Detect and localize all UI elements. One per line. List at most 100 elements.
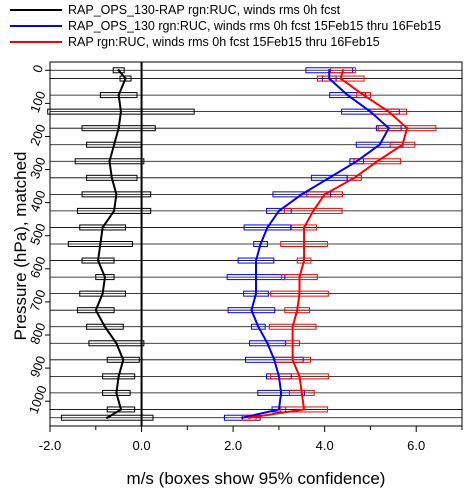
series-point — [405, 126, 409, 130]
series-point — [266, 342, 269, 345]
series-point — [291, 325, 294, 328]
series-point — [323, 193, 326, 196]
series-point — [328, 77, 331, 80]
series-point — [300, 193, 303, 196]
series-point — [96, 259, 100, 262]
series-point — [273, 358, 276, 362]
series-point — [277, 209, 281, 213]
series-point — [298, 375, 301, 378]
series-point — [300, 391, 303, 395]
ci-box — [272, 191, 332, 198]
ci-box — [60, 414, 154, 421]
series-point — [254, 275, 258, 279]
series-point — [378, 143, 381, 146]
x-tick-label: 6.0 — [407, 438, 425, 453]
series-point — [291, 342, 294, 345]
y-tick-label: 200 — [27, 122, 49, 148]
series-point — [254, 292, 258, 295]
x-tick-label: 4.0 — [316, 438, 334, 453]
y-tick-label: 300 — [27, 155, 49, 181]
series-point — [115, 342, 118, 345]
legend-label-rap: RAP rgn:RUC, winds rms 0h fcst 15Feb15 t… — [68, 35, 380, 49]
series-point — [247, 416, 251, 419]
series-point — [108, 160, 111, 163]
ci-box — [283, 207, 343, 214]
series-point — [302, 242, 306, 246]
series-point — [119, 110, 123, 113]
series-point — [101, 226, 104, 229]
series-point — [277, 408, 281, 411]
series-point — [101, 292, 104, 295]
series-point — [298, 275, 301, 279]
series-point — [277, 375, 281, 378]
plot-area — [47, 61, 463, 427]
ci-box — [329, 92, 366, 99]
series-point — [387, 126, 390, 130]
legend-label-rap-ops: RAP_OPS_130 rgn:RUC, winds rms 0h fcst 1… — [68, 19, 441, 33]
series-point — [106, 416, 109, 419]
x-axis: -2.0 0.0 2.0 4.0 6.0 — [39, 426, 463, 453]
y-tick-label: 800 — [27, 321, 49, 347]
series-point — [250, 308, 253, 312]
series-point — [279, 391, 283, 395]
series-point — [362, 93, 365, 97]
series-point — [115, 391, 118, 395]
series-point — [117, 375, 120, 378]
ci-box — [86, 323, 124, 330]
series-point — [119, 408, 123, 411]
series-point — [254, 259, 258, 262]
y-axis: 0 100 200 300 400 500 600 700 800 900 1000 — [26, 63, 50, 416]
series-point — [401, 143, 404, 146]
legend-label-diff: RAP_OPS_130-RAP rgn:RUC, winds rms 0h fc… — [68, 3, 341, 17]
plot-frame — [49, 61, 463, 427]
series-point — [387, 110, 390, 113]
ci-box — [306, 191, 344, 198]
series-point — [291, 358, 294, 362]
ci-box — [356, 92, 371, 99]
y-axis-title: Pressure (hPa), matched — [11, 152, 30, 341]
series-point — [302, 226, 306, 229]
series-point — [266, 226, 269, 229]
y-tick-label: 500 — [27, 221, 49, 247]
series-point — [115, 193, 118, 196]
y-tick-label: 900 — [27, 354, 49, 380]
x-tick-label: 2.0 — [224, 438, 242, 453]
series-point — [376, 160, 379, 163]
series-point — [346, 93, 349, 97]
series-point — [103, 275, 107, 279]
series-point — [353, 176, 356, 180]
series-point — [302, 408, 306, 411]
series-point — [112, 209, 116, 213]
y-tick-label: 1000 — [26, 383, 50, 415]
ci-box — [266, 207, 292, 214]
series-point — [339, 77, 342, 80]
series-point — [110, 176, 114, 180]
y-tick-label: 0 — [29, 63, 46, 75]
series-point — [124, 77, 127, 80]
series-point — [369, 110, 372, 113]
series-point — [355, 160, 358, 163]
series-point — [298, 292, 301, 295]
series-point — [94, 308, 97, 312]
series-point — [302, 259, 306, 262]
series-point — [117, 126, 120, 130]
series-point — [117, 69, 120, 72]
series-point — [257, 325, 260, 328]
series-point — [103, 325, 107, 328]
series-lines — [94, 69, 409, 419]
series-point — [328, 176, 331, 180]
y-tick-label: 700 — [27, 288, 49, 314]
series-point — [341, 69, 345, 72]
series-point — [296, 308, 299, 312]
x-tick-label: 0.0 — [133, 438, 151, 453]
series-point — [112, 143, 116, 146]
ci-box — [353, 158, 402, 165]
series-point — [117, 93, 120, 97]
y-tick-label: 400 — [27, 188, 49, 214]
series-point — [241, 416, 244, 419]
y-tick-label: 100 — [27, 89, 49, 115]
series-point — [259, 242, 262, 246]
x-axis-title: m/s (boxes show 95% confidence) — [127, 469, 386, 488]
series-point — [122, 358, 125, 362]
